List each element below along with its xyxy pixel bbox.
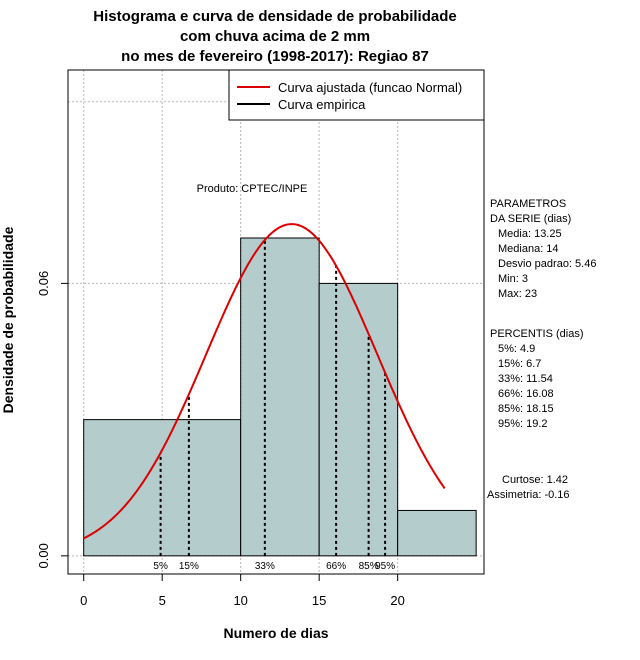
chart-title-line: Histograma e curva de densidade de proba…	[93, 8, 456, 25]
x-tick-label: 5	[159, 593, 166, 608]
histogram-bar	[83, 419, 242, 557]
percentile-value-text: 85%: 18.15	[498, 403, 554, 415]
source-label: Produto: CPTEC/INPE	[197, 183, 308, 195]
percentile-value-text: 66%: 16.08	[498, 388, 554, 400]
legend-box	[228, 69, 485, 121]
series-parameter-text: DA SERIE (dias)	[490, 213, 571, 225]
percentile-label: 5%	[153, 561, 168, 572]
kurtosis-text: Curtose: 1.42	[502, 474, 568, 486]
percentile-value-text: 95%: 19.2	[498, 418, 548, 430]
series-parameter-text: Min: 3	[498, 273, 528, 285]
chart-title-line: no mes de fevereiro (1998-2017): Regiao …	[121, 48, 429, 65]
percentile-label: 66%	[326, 561, 346, 572]
normal-density-curve	[83, 223, 446, 540]
percentile-label: 15%	[179, 561, 199, 572]
series-parameter-text: Max: 23	[498, 288, 537, 300]
y-axis-label: Densidade de probabilidade	[0, 226, 16, 413]
percentile-value-text: 5%: 4.9	[498, 343, 535, 355]
histogram-bar	[240, 237, 320, 557]
x-tick-label: 10	[233, 593, 247, 608]
x-tick-label: 15	[312, 593, 326, 608]
series-parameter-text: Media: 13.25	[498, 228, 562, 240]
series-parameter-text: Mediana: 14	[498, 243, 559, 255]
skewness-text: Assimetria: -0.16	[487, 489, 570, 501]
x-axis-label: Numero de dias	[223, 625, 328, 641]
series-parameter-text: PARAMETROS	[490, 198, 566, 210]
y-tick-label: 0.06	[36, 271, 51, 296]
percentile-value-text: 33%: 11.54	[498, 373, 553, 385]
percentile-value-text: PERCENTIS (dias)	[490, 328, 584, 340]
y-tick-label: 0.00	[36, 543, 51, 568]
histogram-bar	[397, 509, 477, 557]
legend-label: Curva ajustada (funcao Normal)	[278, 80, 462, 95]
legend-label: Curva empirica	[278, 97, 366, 112]
series-parameter-text: Desvio padrao: 5.46	[498, 258, 596, 270]
percentile-label: 95%	[375, 561, 395, 572]
histogram-bar	[318, 282, 399, 557]
percentile-label: 33%	[255, 561, 275, 572]
x-tick-label: 20	[390, 593, 404, 608]
percentile-label: 85%	[359, 561, 379, 572]
chart-title-line: com chuva acima de 2 mm	[180, 28, 370, 45]
x-tick-label: 0	[80, 593, 87, 608]
percentile-value-text: 15%: 6.7	[498, 358, 541, 370]
